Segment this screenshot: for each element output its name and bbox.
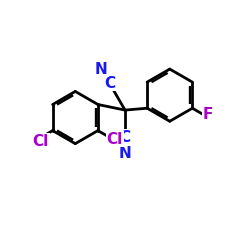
Text: Cl: Cl bbox=[33, 134, 49, 149]
Text: C: C bbox=[104, 76, 115, 91]
Text: C: C bbox=[120, 130, 130, 145]
Text: N: N bbox=[95, 62, 108, 77]
Text: F: F bbox=[203, 107, 213, 122]
Text: N: N bbox=[119, 146, 132, 161]
Text: Cl: Cl bbox=[107, 132, 123, 146]
